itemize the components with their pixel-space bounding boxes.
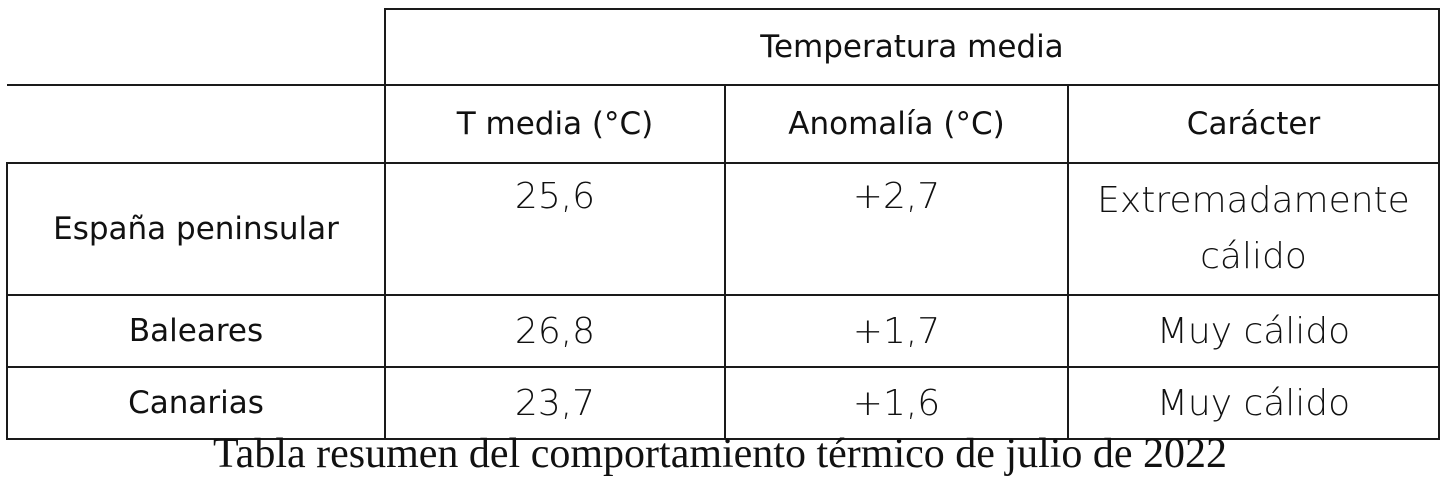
column-header-anomalia: Anomalía (°C) — [724, 84, 1069, 164]
row-label-espana-peninsular: España peninsular — [6, 162, 386, 296]
empty-corner-cell — [7, 85, 386, 164]
cell-t-media: 26,8 — [384, 294, 726, 368]
table-row: España peninsular 25,6 +2,7 Extremadamen… — [6, 162, 1440, 296]
column-header-t-media: T media (°C) — [384, 84, 726, 164]
summary-table-container: Temperatura media T media (°C) Anomalía … — [6, 8, 1440, 440]
cell-caracter: Extremadamente cálido — [1067, 162, 1440, 296]
group-header-temperatura-media: Temperatura media — [384, 8, 1440, 86]
cell-anomalia: +1,6 — [724, 366, 1069, 440]
temperature-summary-table: Temperatura media T media (°C) Anomalía … — [6, 8, 1440, 440]
cell-caracter: Muy cálido — [1067, 294, 1440, 368]
cell-t-media: 23,7 — [384, 366, 726, 440]
cell-anomalia: +1,7 — [724, 294, 1069, 368]
table-row: Baleares 26,8 +1,7 Muy cálido — [6, 294, 1440, 368]
empty-corner-cell — [7, 9, 386, 86]
table-caption: Tabla resumen del comportamiento térmico… — [212, 431, 1228, 477]
table-row: Canarias 23,7 +1,6 Muy cálido — [6, 366, 1440, 440]
row-label-canarias: Canarias — [6, 366, 386, 440]
cell-t-media: 25,6 — [384, 162, 726, 296]
column-header-caracter: Carácter — [1067, 84, 1440, 164]
cell-caracter: Muy cálido — [1067, 366, 1440, 440]
row-label-baleares: Baleares — [6, 294, 386, 368]
cell-anomalia: +2,7 — [724, 162, 1069, 296]
